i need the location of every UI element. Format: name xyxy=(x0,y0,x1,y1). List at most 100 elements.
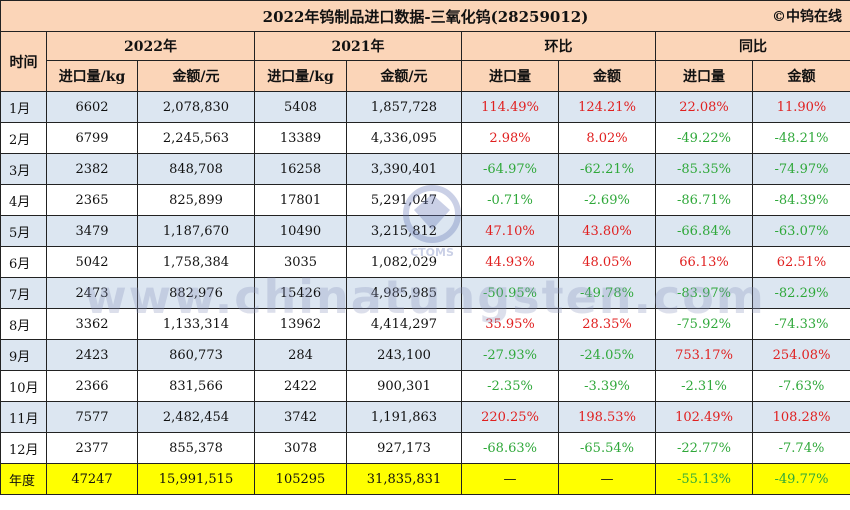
cell-mom-import: 114.49% xyxy=(461,91,559,123)
cell-mom-import: -27.93% xyxy=(461,339,559,371)
header-time: 时间 xyxy=(0,31,47,92)
cell-mom-amount: -49.78% xyxy=(558,277,656,309)
cell-q22: 2382 xyxy=(46,153,138,185)
cell-mom-import: — xyxy=(461,463,559,495)
header-2022-amount: 金额/元 xyxy=(137,60,255,92)
table-row: 12月 2377 855,378 3078 927,173 -68.63% -65.54% -… xyxy=(0,432,850,464)
cell-mom-import: 220.25% xyxy=(461,401,559,433)
cell-q22: 2473 xyxy=(46,277,138,309)
cell-a21: 1,857,728 xyxy=(346,91,462,123)
cell-yoy-amount: 108.28% xyxy=(752,401,850,433)
cell-yoy-import: -85.35% xyxy=(655,153,753,185)
cell-yoy-amount: -7.63% xyxy=(752,370,850,402)
cell-q21: 3742 xyxy=(254,401,347,433)
table-row: 1月 6602 2,078,830 5408 1,857,728 114.49% 124.2… xyxy=(0,91,850,123)
cell-yoy-import: -86.71% xyxy=(655,184,753,216)
cell-mom-amount: -2.69% xyxy=(558,184,656,216)
cell-q21: 5408 xyxy=(254,91,347,123)
cell-a21: 1,191,863 xyxy=(346,401,462,433)
cell-mom-amount: 124.21% xyxy=(558,91,656,123)
cell-q22: 6799 xyxy=(46,122,138,154)
header-2022-import-qty: 进口量/kg xyxy=(46,60,138,92)
cell-a22: 860,773 xyxy=(137,339,255,371)
cell-a22: 1,758,384 xyxy=(137,246,255,278)
cell-yoy-import: 66.13% xyxy=(655,246,753,278)
cell-yoy-amount: -49.77% xyxy=(752,463,850,495)
cell-a22: 855,378 xyxy=(137,432,255,464)
cell-a21: 900,301 xyxy=(346,370,462,402)
cell-q22: 5042 xyxy=(46,246,138,278)
header-yoy-import: 进口量 xyxy=(655,60,753,92)
cell-yoy-amount: -82.29% xyxy=(752,277,850,309)
cell-month: 8月 xyxy=(0,308,47,340)
table-row: 4月 2365 825,899 17801 5,291,047 -0.71% -2.69% -… xyxy=(0,184,850,216)
header-mom-amount: 金额 xyxy=(558,60,656,92)
header-2022: 2022年 xyxy=(46,31,255,61)
cell-month: 11月 xyxy=(0,401,47,433)
cell-yoy-amount: -74.33% xyxy=(752,308,850,340)
cell-yoy-amount: -48.21% xyxy=(752,122,850,154)
cell-q22: 2377 xyxy=(46,432,138,464)
cell-month: 10月 xyxy=(0,370,47,402)
cell-month: 12月 xyxy=(0,432,47,464)
cell-yoy-import: -49.22% xyxy=(655,122,753,154)
header-mom: 环比 xyxy=(461,31,656,61)
cell-mom-amount: -65.54% xyxy=(558,432,656,464)
header-2021: 2021年 xyxy=(254,31,462,61)
cell-a21: 1,082,029 xyxy=(346,246,462,278)
table-row: 6月 5042 1,758,384 3035 1,082,029 44.93% 48.05%… xyxy=(0,246,850,278)
header-mom-import: 进口量 xyxy=(461,60,559,92)
cell-yoy-import: -2.31% xyxy=(655,370,753,402)
cell-mom-import: 35.95% xyxy=(461,308,559,340)
cell-month: 3月 xyxy=(0,153,47,185)
cell-a21: 4,985,985 xyxy=(346,277,462,309)
cell-month: 7月 xyxy=(0,277,47,309)
table-row: 10月 2366 831,566 2422 900,301 -2.35% -3.39% -2.… xyxy=(0,370,850,402)
cell-q22: 2365 xyxy=(46,184,138,216)
cell-month: 5月 xyxy=(0,215,47,247)
cell-yoy-amount: 62.51% xyxy=(752,246,850,278)
cell-mom-import: -50.95% xyxy=(461,277,559,309)
cell-yoy-import: -22.77% xyxy=(655,432,753,464)
cell-yoy-amount: -7.74% xyxy=(752,432,850,464)
cell-q22: 2423 xyxy=(46,339,138,371)
cell-a21: 3,390,401 xyxy=(346,153,462,185)
cell-month: 6月 xyxy=(0,246,47,278)
cell-a22: 831,566 xyxy=(137,370,255,402)
cell-q21: 13962 xyxy=(254,308,347,340)
cell-mom-import: -2.35% xyxy=(461,370,559,402)
cell-q21: 3078 xyxy=(254,432,347,464)
cell-yoy-amount: -84.39% xyxy=(752,184,850,216)
header-yoy-amount: 金额 xyxy=(752,60,850,92)
cell-a22: 2,482,454 xyxy=(137,401,255,433)
cell-q21: 2422 xyxy=(254,370,347,402)
cell-mom-amount: -24.05% xyxy=(558,339,656,371)
cell-mom-amount: 198.53% xyxy=(558,401,656,433)
cell-month: 9月 xyxy=(0,339,47,371)
header-yoy: 同比 xyxy=(655,31,850,61)
cell-month: 1月 xyxy=(0,91,47,123)
cell-mom-amount: — xyxy=(558,463,656,495)
cell-q22: 47247 xyxy=(46,463,138,495)
cell-q22: 2366 xyxy=(46,370,138,402)
cell-q21: 17801 xyxy=(254,184,347,216)
cell-mom-amount: 8.02% xyxy=(558,122,656,154)
header-2021-import-qty: 进口量/kg xyxy=(254,60,347,92)
cell-month: 4月 xyxy=(0,184,47,216)
cell-yoy-amount: -63.07% xyxy=(752,215,850,247)
cell-q22: 7577 xyxy=(46,401,138,433)
cell-mom-amount: 48.05% xyxy=(558,246,656,278)
cell-yoy-amount: 11.90% xyxy=(752,91,850,123)
cell-a21: 3,215,812 xyxy=(346,215,462,247)
table-row: 11月 7577 2,482,454 3742 1,191,863 220.25% 198.… xyxy=(0,401,850,433)
cell-a21: 4,336,095 xyxy=(346,122,462,154)
cell-a21: 243,100 xyxy=(346,339,462,371)
cell-a21: 31,835,831 xyxy=(346,463,462,495)
cell-mom-amount: -3.39% xyxy=(558,370,656,402)
cell-yoy-import: -55.13% xyxy=(655,463,753,495)
table-row: 2月 6799 2,245,563 13389 4,336,095 2.98% 8.02% -… xyxy=(0,122,850,154)
cell-mom-import: 2.98% xyxy=(461,122,559,154)
cell-a22: 825,899 xyxy=(137,184,255,216)
cell-yoy-amount: -74.97% xyxy=(752,153,850,185)
cell-q21: 15426 xyxy=(254,277,347,309)
